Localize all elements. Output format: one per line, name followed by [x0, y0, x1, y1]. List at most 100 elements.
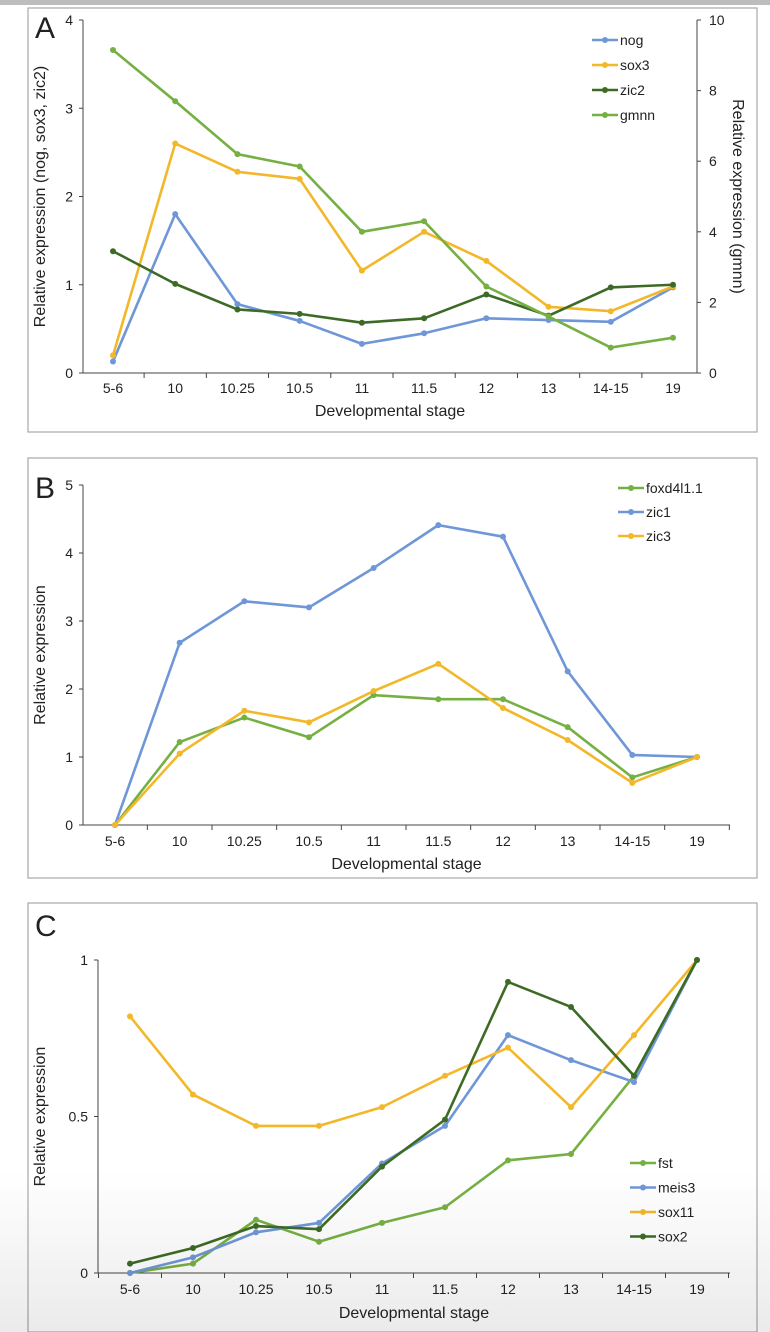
data-point: [564, 737, 571, 743]
series-line: [128, 959, 698, 1128]
data-point: [435, 522, 442, 529]
x-tick-label: 10: [172, 833, 188, 849]
data-point: [483, 291, 490, 298]
data-point: [172, 140, 179, 147]
data-point: [176, 750, 183, 757]
x-tick-label: 14-15: [593, 380, 629, 396]
data-point: [545, 303, 552, 310]
series-line: [112, 250, 674, 324]
y-tick-label: 5: [65, 477, 73, 493]
legend-label: gmnn: [620, 107, 655, 123]
data-point: [629, 779, 636, 786]
data-point: [500, 705, 506, 712]
data-point: [172, 280, 179, 287]
data-point: [421, 330, 428, 337]
data-point: [500, 533, 506, 540]
data-point: [629, 751, 636, 758]
y2-tick-label: 4: [709, 224, 717, 240]
legend-item: sox3: [592, 57, 650, 73]
data-point: [442, 1116, 448, 1123]
legend-marker: [628, 485, 634, 491]
y-tick-label: 1: [65, 277, 73, 293]
data-point: [421, 315, 428, 322]
legend-marker: [602, 37, 608, 43]
y-tick-label: 0: [65, 365, 73, 381]
bottom-shade: [0, 1170, 770, 1332]
legend-marker: [628, 509, 634, 515]
data-point: [110, 47, 116, 54]
panel-frame: [27, 457, 758, 879]
series-gmnn: [110, 47, 676, 351]
data-point: [358, 340, 365, 347]
data-point: [505, 1032, 511, 1039]
x-tick-label: 10: [167, 380, 183, 396]
data-point: [306, 719, 312, 726]
data-point: [607, 344, 614, 351]
top-border: [0, 0, 770, 5]
legend-item: zic2: [592, 82, 645, 98]
data-point: [241, 598, 248, 605]
y2-tick-label: 8: [709, 83, 717, 99]
data-point: [234, 301, 241, 308]
x-tick-label: 10.5: [295, 833, 322, 849]
panel-label: C: [35, 910, 57, 943]
data-point: [306, 604, 312, 611]
legend-marker: [628, 533, 634, 539]
data-point: [379, 1163, 385, 1170]
legend-label: foxd4l1.1: [646, 480, 703, 496]
series-sox3: [110, 140, 676, 359]
data-point: [421, 218, 428, 225]
legend-item: gmnn: [592, 107, 655, 123]
data-point: [127, 1013, 133, 1020]
x-tick-label: 11.5: [425, 833, 451, 849]
legend-marker: [602, 62, 608, 68]
x-tick-label: 10.25: [227, 833, 262, 849]
data-point: [358, 228, 365, 235]
y-tick-label: 2: [65, 681, 73, 697]
legend-marker: [602, 87, 608, 93]
data-point: [253, 1122, 259, 1129]
legend-label: sox3: [620, 57, 650, 73]
x-tick-label: 19: [665, 380, 681, 396]
data-point: [631, 1032, 637, 1039]
data-point: [483, 283, 490, 290]
data-point: [296, 310, 303, 317]
x-tick-label: 12: [495, 833, 511, 849]
panel-label: B: [35, 472, 55, 505]
data-point: [694, 957, 700, 963]
data-point: [358, 267, 365, 274]
y-tick-label: 2: [65, 189, 73, 205]
data-point: [505, 978, 511, 985]
data-point: [629, 774, 636, 781]
series-zic1: [112, 522, 700, 828]
y2-tick-label: 0: [709, 365, 717, 381]
data-point: [564, 724, 571, 731]
data-point: [421, 228, 428, 235]
legend-label: zic1: [646, 504, 671, 520]
x-tick-label: 5-6: [105, 833, 125, 849]
data-point: [234, 168, 241, 175]
x-tick-label: 19: [689, 833, 705, 849]
legend-label: fst: [658, 1155, 673, 1171]
y-tick-label: 0: [65, 817, 73, 833]
data-point: [110, 248, 116, 255]
x-tick-label: 13: [560, 833, 576, 849]
data-point: [435, 696, 442, 703]
panel-label: A: [35, 12, 55, 45]
legend-marker: [602, 112, 608, 118]
data-point: [564, 668, 571, 675]
y2-tick-label: 6: [709, 153, 717, 169]
y-tick-label: 4: [65, 12, 73, 28]
data-point: [607, 318, 614, 325]
data-point: [241, 714, 248, 721]
data-point: [234, 151, 241, 158]
data-point: [296, 175, 303, 182]
data-point: [505, 1157, 511, 1164]
data-point: [172, 211, 179, 218]
data-point: [358, 319, 365, 326]
data-point: [306, 734, 312, 741]
x-tick-label: 12: [479, 380, 495, 396]
y-tick-label: 0.5: [69, 1109, 89, 1125]
series-line: [111, 212, 674, 363]
